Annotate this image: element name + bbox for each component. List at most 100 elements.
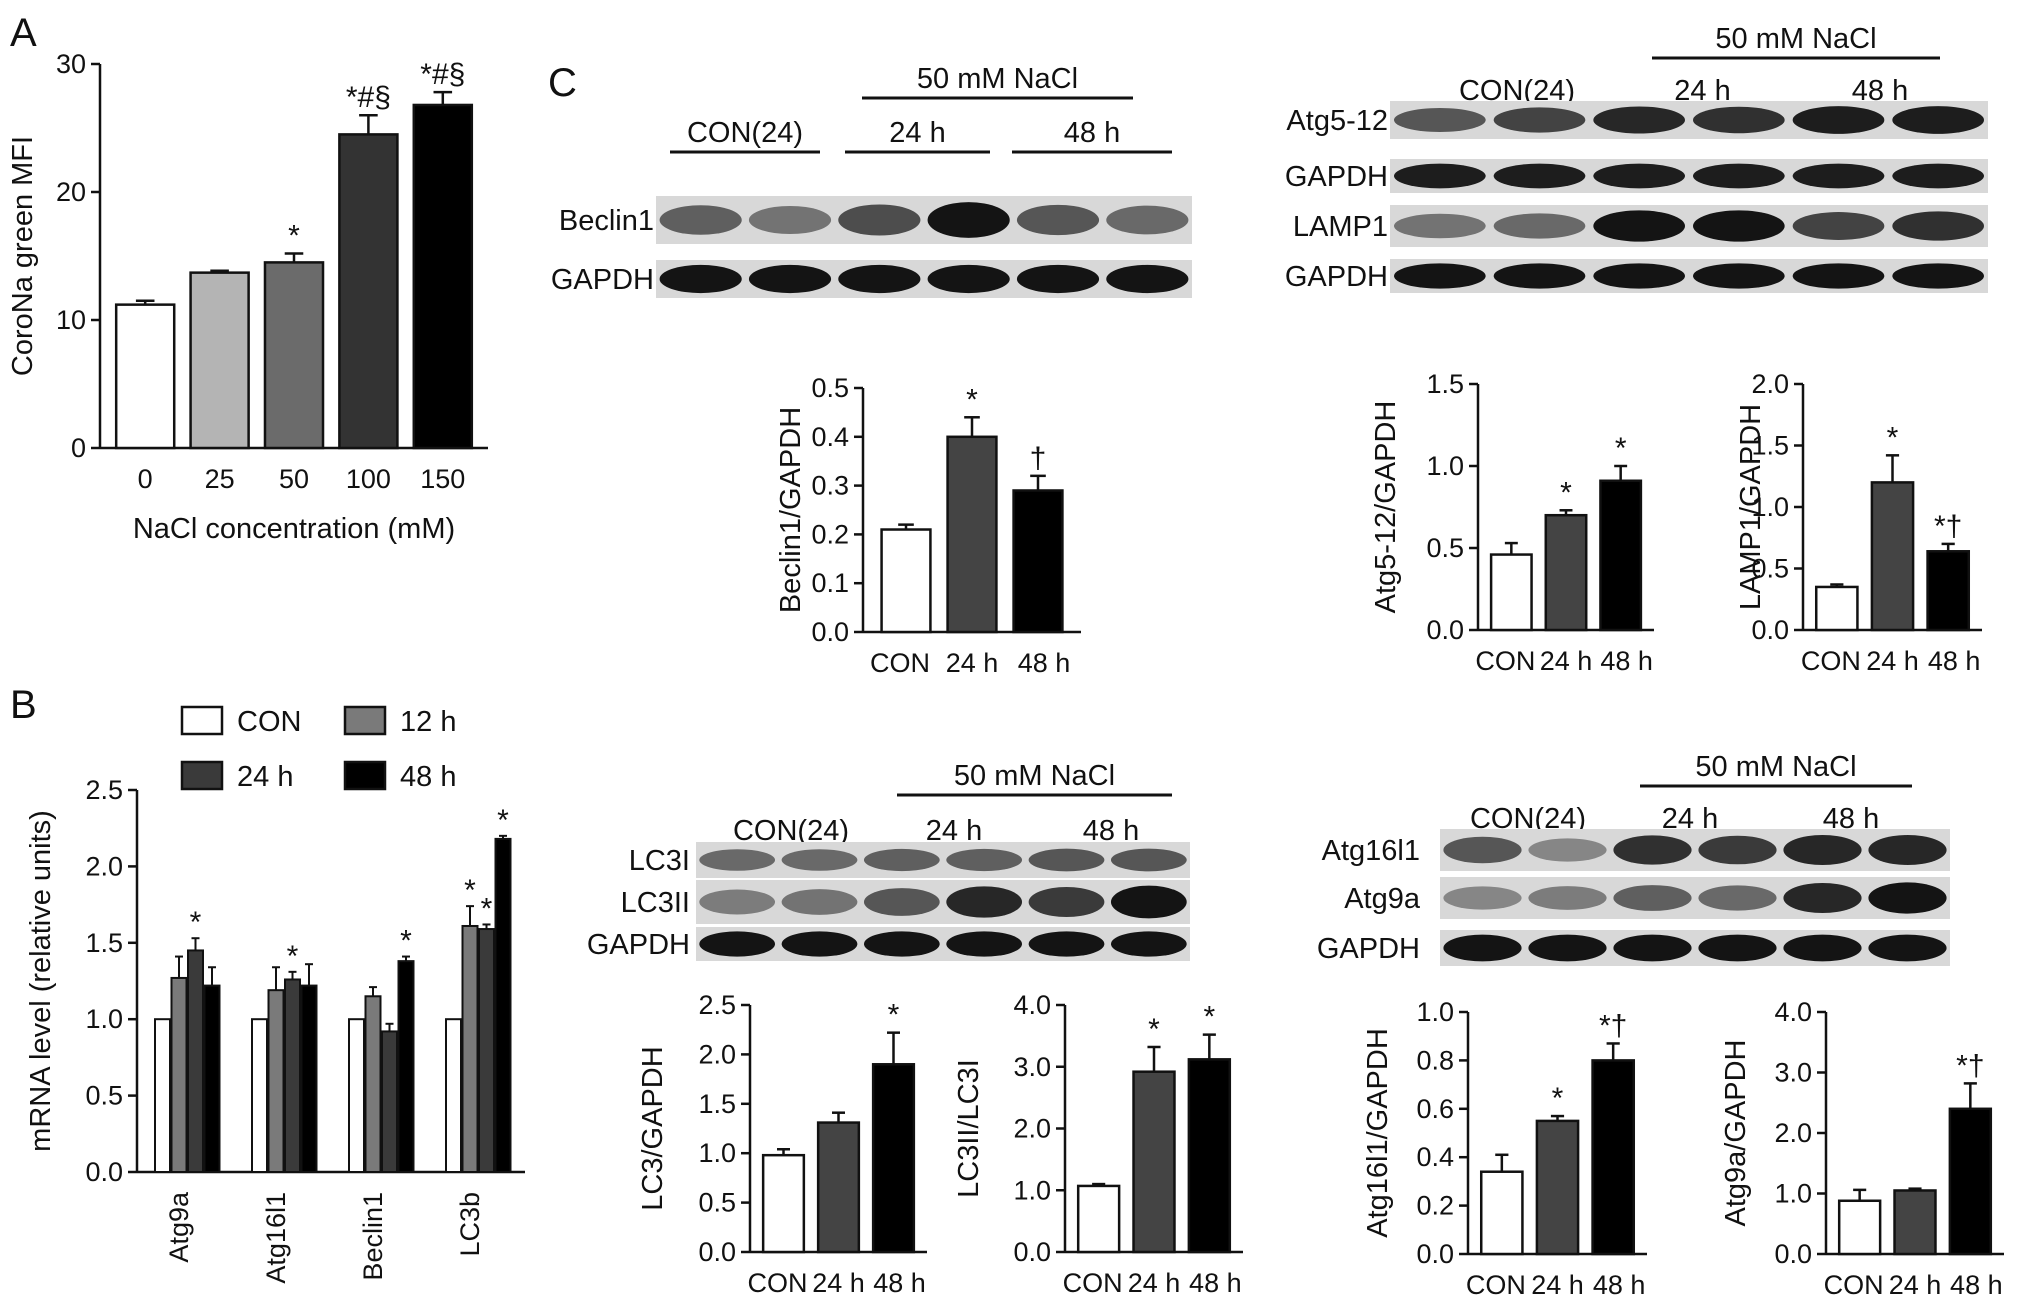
y-tick-label: 1.0 [1774, 1179, 1812, 1209]
blot-band [1613, 885, 1692, 911]
bar-48-h [871, 1063, 916, 1254]
blot-row-label: Atg16l1 [1322, 835, 1420, 867]
bar-48-h [1926, 550, 1971, 632]
blot-band [1028, 848, 1105, 872]
blot-strip [1440, 930, 1950, 966]
significance-mark: * [481, 892, 493, 925]
legend-swatch [343, 760, 387, 791]
bar-lc3b-24h [478, 928, 495, 1173]
significance-mark: * [1560, 476, 1572, 509]
blot-b4: CON(24) 24 h 48 h50 mM NaClAtg16l1Atg9aGAP… [1317, 751, 1950, 966]
bar-24-h [816, 1121, 861, 1254]
blot-strip [1390, 205, 1988, 247]
bar-atg16l1-12h [267, 989, 285, 1174]
blot-band [1892, 211, 1985, 241]
blot-band [946, 886, 1023, 918]
bar-48-h [1591, 1059, 1636, 1256]
y-tick-label: 1.5 [85, 928, 123, 958]
y-axis-title: Beclin1/GAPDH [775, 407, 807, 613]
blot-row-label: GAPDH [1317, 933, 1420, 965]
blot-band [1393, 107, 1486, 133]
blot-band [699, 889, 776, 915]
y-tick-label: 3.0 [1013, 1052, 1051, 1082]
bar-25 [189, 271, 250, 450]
legend-label: 12 h [400, 706, 456, 738]
blot-row-label: LAMP1 [1293, 211, 1388, 243]
y-axis-title: Atg16l1/GAPDH [1362, 1028, 1394, 1238]
bar-atg9a-con [154, 1018, 171, 1174]
significance-mark: * [288, 219, 300, 252]
bar-con [1814, 585, 1859, 632]
x-tick-label: 48 h [1189, 1268, 1242, 1298]
blot-band [1393, 263, 1486, 289]
blot-band [1493, 213, 1586, 239]
blot-row-label: GAPDH [587, 929, 690, 961]
y-tick-label: 1.5 [1426, 369, 1464, 399]
y-tick-label: 0.6 [1416, 1094, 1454, 1124]
chart-a: 0 10 20 30 CoroNa green MFI NaCl concentratio… [7, 49, 488, 545]
blot-band [927, 202, 1010, 238]
bar-con [1479, 1170, 1524, 1256]
blot-band [1528, 934, 1607, 962]
bar-lc3b-con [445, 1018, 462, 1174]
blot-strip [696, 927, 1190, 961]
y-tick-label: 2.0 [85, 851, 123, 881]
blot-strip [1390, 159, 1988, 193]
bar-con [1837, 1199, 1882, 1256]
y-tick-label: 1.0 [1416, 997, 1454, 1027]
bar-con [761, 1153, 806, 1254]
blot-band [1613, 835, 1692, 865]
blot-band [699, 849, 776, 871]
legend-swatch [180, 705, 224, 736]
x-tick-label: 24 h [946, 648, 999, 678]
bar-48-h [1599, 479, 1643, 632]
y-tick-label: 0.1 [811, 568, 849, 598]
blot-band [1593, 106, 1686, 134]
panel-label-b: B [10, 683, 37, 727]
blot-con-label: CON(24) [733, 815, 849, 847]
bar-atg16l1-con [251, 1018, 268, 1174]
y-axis-title: LAMP1/GAPDH [1735, 404, 1767, 610]
blot-band [863, 888, 940, 916]
blot-band [1016, 204, 1100, 236]
significance-mark: * [1887, 421, 1899, 454]
y-tick-label: 0.0 [1751, 615, 1789, 645]
blot-band [1692, 163, 1785, 189]
blot-24h-label: 24 h [889, 117, 945, 149]
blot-band [1593, 263, 1686, 289]
significance-mark: * [497, 804, 509, 837]
y-tick-label: 4.0 [1774, 997, 1812, 1027]
blot-band [1792, 263, 1885, 289]
legend-label: 24 h [237, 761, 293, 793]
blot-strip [1440, 829, 1950, 871]
blot-con-label: CON(24) [687, 117, 803, 149]
y-tick-label: 2.0 [1013, 1114, 1051, 1144]
bar-100 [338, 133, 399, 450]
bar-con [880, 528, 932, 634]
legend-label: CON [237, 706, 301, 738]
blot-row-label: LC3II [621, 887, 690, 919]
y-tick-label: 0.5 [85, 1081, 123, 1111]
y-tick-label: 1.0 [1751, 492, 1789, 522]
blot-band [1106, 264, 1189, 294]
x-tick-label: 25 [205, 464, 235, 494]
blot-band [1792, 106, 1885, 134]
blot-band [1892, 263, 1985, 289]
blot-band [1698, 835, 1777, 865]
y-tick-label: 0.0 [1426, 615, 1464, 645]
x-tick-label: CON [1475, 646, 1535, 676]
blot-band [1868, 934, 1947, 962]
y-axis-title: mRNA level (relative units) [25, 810, 57, 1152]
y-axis-title: CoroNa green MFI [7, 136, 39, 376]
y-tick-label: 0.4 [1416, 1142, 1454, 1172]
x-tick-label: 24 h [1866, 646, 1919, 676]
significance-mark: *† [1934, 510, 1962, 543]
significance-mark: * [1148, 1013, 1160, 1046]
blot-24h-label: 24 h [926, 815, 982, 847]
y-tick-label: 10 [56, 305, 86, 335]
x-tick-label: 100 [346, 464, 391, 494]
blot-band [1028, 887, 1105, 917]
blot-strip [696, 842, 1190, 878]
